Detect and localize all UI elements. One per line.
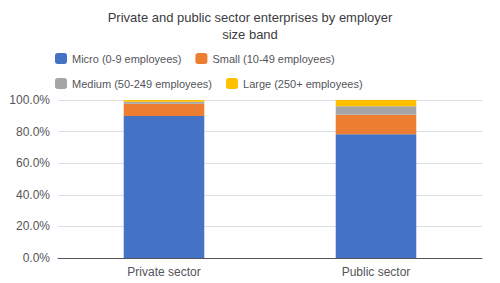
svg-text:80.0%: 80.0% xyxy=(16,125,50,139)
svg-text:Large (250+ employees): Large (250+ employees) xyxy=(243,78,363,90)
svg-text:20.0%: 20.0% xyxy=(16,219,50,233)
svg-text:40.0%: 40.0% xyxy=(16,188,50,202)
svg-text:Public sector: Public sector xyxy=(342,265,411,279)
svg-text:Small (10-49 employees): Small (10-49 employees) xyxy=(212,53,334,65)
svg-text:Medium (50-249 employees): Medium (50-249 employees) xyxy=(72,78,212,90)
svg-text:Private and public sector ente: Private and public sector enterprises by… xyxy=(108,10,393,25)
svg-text:size band: size band xyxy=(222,27,278,42)
svg-text:60.0%: 60.0% xyxy=(16,156,50,170)
svg-text:100.0%: 100.0% xyxy=(9,93,50,107)
svg-text:Private sector: Private sector xyxy=(127,265,200,279)
svg-text:Micro (0-9 employees): Micro (0-9 employees) xyxy=(72,53,181,65)
svg-text:0.0%: 0.0% xyxy=(23,251,51,265)
